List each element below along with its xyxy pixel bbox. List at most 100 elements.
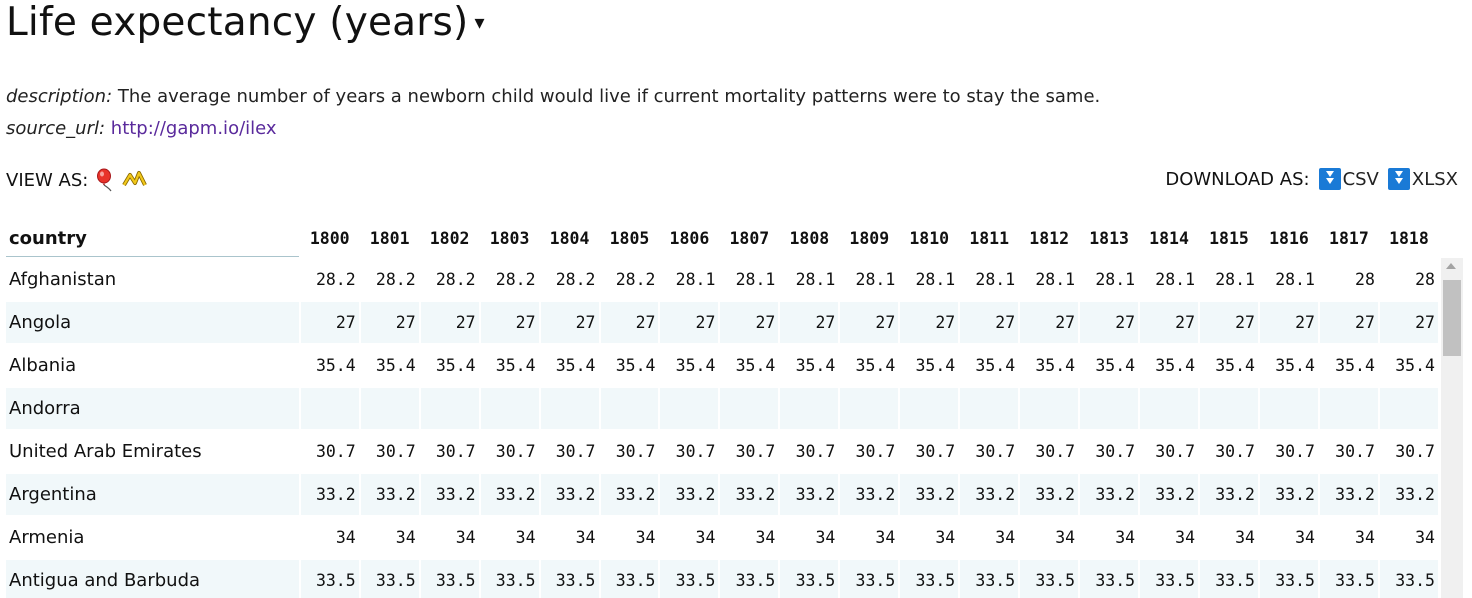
balloon-icon[interactable] (94, 168, 116, 192)
value-cell: 33.2 (360, 474, 419, 515)
scroll-up-arrow-icon[interactable] (1446, 263, 1456, 269)
value-cell: 33.2 (1020, 474, 1079, 515)
download-xlsx-button[interactable]: XLSX (1387, 168, 1458, 190)
value-cell: 35.4 (915, 356, 956, 375)
value-cell (600, 388, 659, 429)
value-cell: 35.4 (1095, 356, 1136, 375)
column-header-year[interactable]: 1809 (849, 229, 890, 248)
column-header-year[interactable]: 1811 (969, 229, 1010, 248)
value-cell (540, 388, 599, 429)
value-cell (1140, 388, 1199, 429)
value-cell: 27 (1140, 302, 1199, 343)
value-cell: 34 (1175, 528, 1196, 547)
value-cell: 35.4 (1275, 356, 1315, 375)
value-cell (900, 388, 959, 429)
column-header-year[interactable]: 1816 (1269, 229, 1309, 248)
column-header-year[interactable]: 1804 (549, 229, 590, 248)
value-cell: 33.2 (600, 474, 659, 515)
value-cell: 33.2 (540, 474, 599, 515)
download-arrow-icon (1318, 168, 1341, 190)
value-cell: 30.7 (1275, 442, 1315, 461)
value-cell: 35.4 (1335, 356, 1375, 375)
value-cell: 27 (360, 302, 419, 343)
table-row: Argentina 33.2 33.2 33.2 33.2 33.2 33.2 33.2 33.… (6, 474, 1438, 515)
column-header-country[interactable]: country (6, 220, 299, 257)
value-cell: 35.4 (435, 356, 476, 375)
value-cell: 28.1 (675, 270, 716, 289)
value-cell: 35.4 (975, 356, 1016, 375)
vertical-scrollbar[interactable] (1441, 258, 1463, 598)
column-header-year[interactable]: 1800 (309, 229, 350, 248)
column-header-year[interactable]: 1814 (1149, 229, 1189, 248)
value-cell: 34 (695, 528, 716, 547)
value-cell: 33.5 (660, 560, 719, 598)
value-cell: 33.2 (720, 474, 779, 515)
value-cell: 34 (575, 528, 596, 547)
table-row: Antigua and Barbuda 33.5 33.5 33.5 33.5 33.5 3… (6, 560, 1438, 598)
column-header-year[interactable]: 1803 (489, 229, 530, 248)
value-cell: 34 (455, 528, 476, 547)
value-cell: 33.5 (960, 560, 1019, 598)
value-cell: 27 (300, 302, 359, 343)
value-cell: 28.2 (435, 270, 476, 289)
column-header-year[interactable]: 1805 (609, 229, 650, 248)
country-cell: Armenia (9, 527, 85, 548)
column-header-year[interactable]: 1810 (909, 229, 950, 248)
download-csv-button[interactable]: CSV (1318, 168, 1379, 190)
value-cell: 35.4 (1035, 356, 1076, 375)
value-cell (840, 388, 899, 429)
view-as-bar: VIEW AS: (6, 168, 148, 192)
scrollbar-thumb[interactable] (1443, 280, 1461, 356)
title-dropdown-caret-icon[interactable]: ▾ (474, 10, 485, 34)
value-cell: 27 (1020, 302, 1079, 343)
country-cell: Albania (9, 355, 77, 376)
value-cell: 28.2 (555, 270, 596, 289)
value-cell: 27 (600, 302, 659, 343)
value-cell: 28.1 (735, 270, 776, 289)
column-header-year[interactable]: 1815 (1209, 229, 1249, 248)
column-header-year[interactable]: 1807 (729, 229, 770, 248)
column-header-year[interactable]: 1812 (1029, 229, 1070, 248)
value-cell: 28.1 (1095, 270, 1136, 289)
value-cell: 35.4 (495, 356, 536, 375)
value-cell: 28.2 (315, 270, 356, 289)
column-header-year[interactable]: 1806 (669, 229, 710, 248)
table-row: Andorra (6, 388, 1438, 429)
value-cell: 33.5 (1140, 560, 1199, 598)
value-cell: 27 (420, 302, 479, 343)
column-header-year[interactable]: 1817 (1329, 229, 1369, 248)
value-cell: 30.7 (1215, 442, 1255, 461)
column-header-year[interactable]: 1802 (429, 229, 470, 248)
value-cell (480, 388, 539, 429)
column-header-year[interactable]: 1813 (1089, 229, 1129, 248)
value-cell: 28.1 (855, 270, 896, 289)
data-table: country 1800 1801 1802 1803 1804 1805 1806 1807… (4, 218, 1440, 598)
value-cell: 34 (1055, 528, 1076, 547)
value-cell: 30.7 (795, 442, 836, 461)
value-cell: 30.7 (555, 442, 596, 461)
value-cell: 27 (660, 302, 719, 343)
source-url-link[interactable]: http://gapm.io/ilex (110, 118, 277, 139)
value-cell: 34 (755, 528, 776, 547)
value-cell: 33.2 (960, 474, 1019, 515)
value-cell: 33.5 (1200, 560, 1258, 598)
value-cell: 35.4 (615, 356, 656, 375)
page-title: Life expectancy (years) ▾ (6, 0, 485, 45)
value-cell: 30.7 (1395, 442, 1435, 461)
line-chart-icon[interactable] (122, 169, 148, 191)
value-cell: 33.2 (1319, 474, 1378, 515)
value-cell: 27 (1379, 302, 1438, 343)
description-key: description: (6, 86, 113, 107)
column-header-year[interactable]: 1808 (789, 229, 830, 248)
value-cell: 35.4 (675, 356, 716, 375)
value-cell: 33.5 (900, 560, 959, 598)
value-cell: 33.2 (1140, 474, 1199, 515)
value-cell: 35.4 (375, 356, 416, 375)
column-header-year[interactable]: 1801 (369, 229, 410, 248)
value-cell: 30.7 (675, 442, 716, 461)
value-cell: 28.1 (1215, 270, 1255, 289)
source-line: source_url: http://gapm.io/ilex (6, 118, 277, 139)
value-cell: 30.7 (735, 442, 776, 461)
view-as-label: VIEW AS: (6, 169, 89, 191)
column-header-year[interactable]: 1818 (1389, 229, 1429, 248)
